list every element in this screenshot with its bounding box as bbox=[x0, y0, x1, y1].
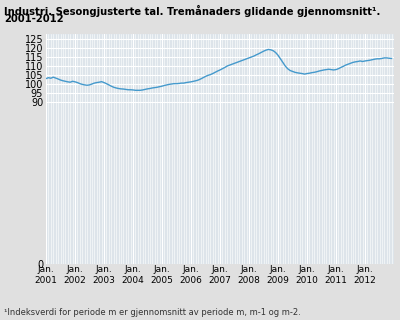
Text: 2001-2012: 2001-2012 bbox=[4, 14, 64, 24]
Text: ¹Indeksverdi for periode m er gjennomsnitt av periode m, m-1 og m-2.: ¹Indeksverdi for periode m er gjennomsni… bbox=[4, 308, 301, 317]
Text: Industri. Sesongjusterte tal. Tremånaders glidande gjennomsnitt¹.: Industri. Sesongjusterte tal. Tremånader… bbox=[4, 5, 380, 17]
